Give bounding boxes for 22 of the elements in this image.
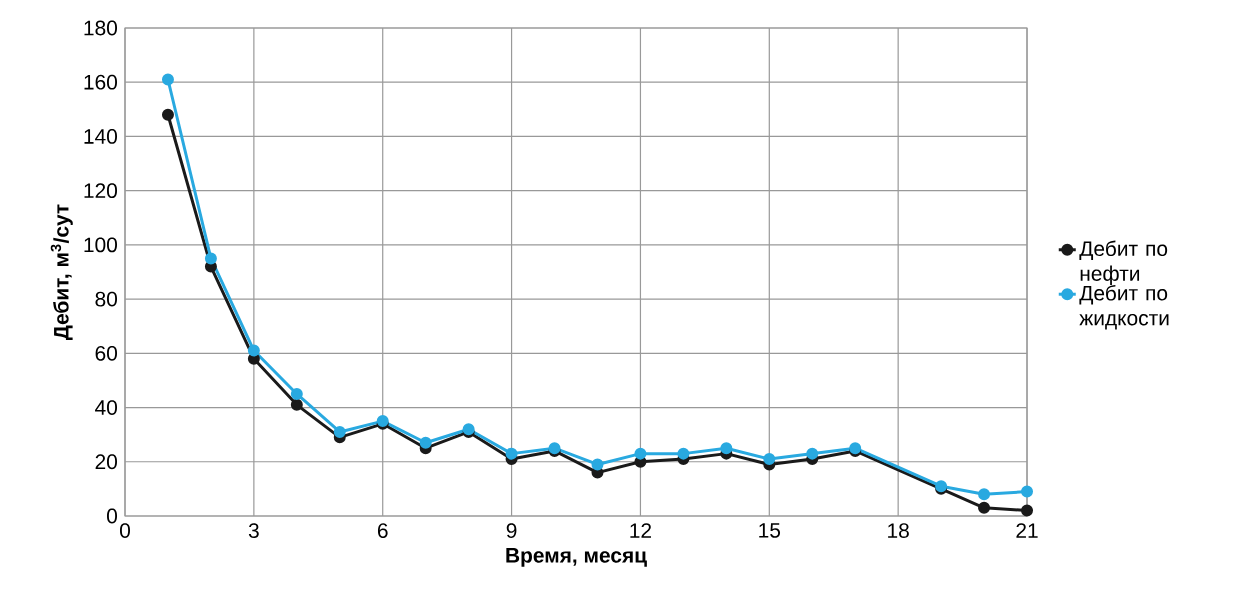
- legend-label: Дебит по жидкости: [1079, 284, 1169, 330]
- y-tick-label: 0: [107, 508, 118, 524]
- x-tick-label: 21: [1016, 523, 1038, 538]
- x-axis-title: Время, месяц: [506, 548, 647, 567]
- x-tick-label: 12: [630, 523, 652, 538]
- y-axis-title: Дебит, м$^{3}$/сут: [50, 204, 73, 340]
- y-tick-label: 160: [84, 74, 118, 90]
- x-tick-label: 9: [506, 523, 517, 538]
- x-tick-label: 15: [759, 523, 781, 538]
- y-tick-label: 60: [95, 345, 118, 361]
- y-tick-label: 40: [95, 400, 118, 415]
- y-tick-label: 80: [95, 291, 118, 307]
- legend-label: Дебит по нефти: [1079, 240, 1168, 286]
- y-tick-label: 140: [84, 129, 118, 144]
- y-tick-label: 20: [95, 454, 118, 470]
- x-tick-label: 0: [120, 523, 130, 538]
- y-tick-label: 100: [84, 237, 118, 253]
- y-tick-label: 120: [84, 183, 118, 199]
- x-tick-label: 18: [888, 523, 909, 538]
- y-tick-label: 180: [84, 20, 118, 36]
- x-tick-label: 6: [377, 523, 388, 538]
- x-tick-label: 3: [248, 523, 259, 538]
